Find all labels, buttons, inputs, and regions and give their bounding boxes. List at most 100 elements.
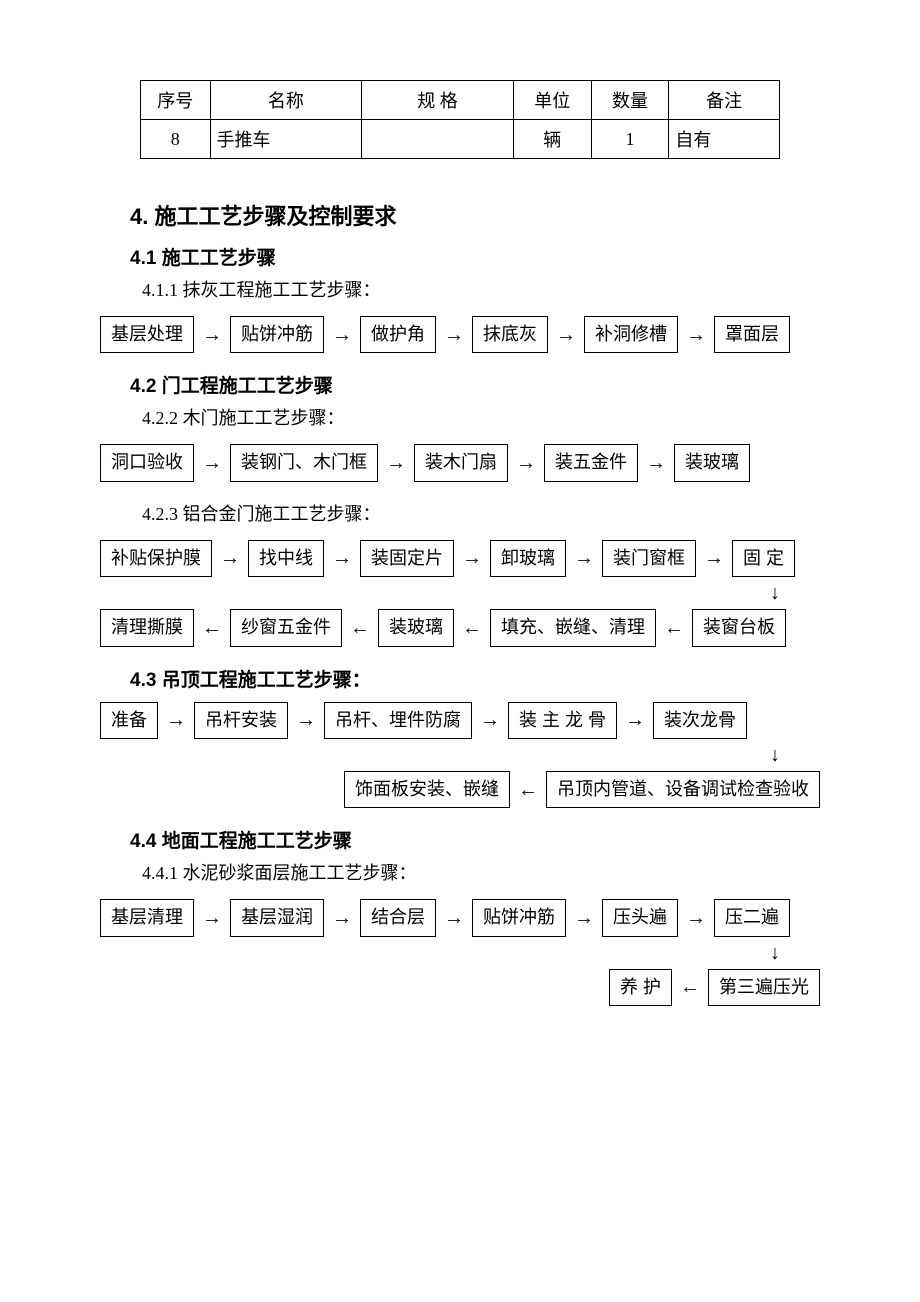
flow-box: 固 定 xyxy=(732,540,795,577)
flow-row: 补贴保护膜 → 找中线 → 装固定片 → 卸玻璃 → 装门窗框 → 固 定 xyxy=(100,540,820,577)
flow-box: 装 主 龙 骨 xyxy=(508,702,617,739)
arrow-right-icon: → xyxy=(684,325,708,345)
subsub-4-4-1: 4.4.1 水泥砂浆面层施工工艺步骤： xyxy=(142,859,820,885)
flow-box: 找中线 xyxy=(248,540,324,577)
flow-box: 贴饼冲筋 xyxy=(472,899,566,936)
flow-down-connector: ↓ xyxy=(100,581,820,605)
arrow-right-icon: → xyxy=(200,453,224,473)
flow-row: 基层处理 → 贴饼冲筋 → 做护角 → 抹底灰 → 补洞修槽 → 罩面层 xyxy=(100,316,820,353)
arrow-right-icon: → xyxy=(384,453,408,473)
arrow-left-icon: ← xyxy=(460,618,484,638)
flow-row: 饰面板安装、嵌缝 ← 吊顶内管道、设备调试检查验收 xyxy=(100,771,820,808)
flow-box: 吊顶内管道、设备调试检查验收 xyxy=(546,771,820,808)
flow-row: 养 护 ← 第三遍压光 xyxy=(100,969,820,1006)
flow-box: 装门窗框 xyxy=(602,540,696,577)
flow-4-2-2: 洞口验收 → 装钢门、木门框 → 装木门扇 → 装五金件 → 装玻璃 xyxy=(100,444,820,481)
arrow-right-icon: → xyxy=(442,908,466,928)
col-note: 备注 xyxy=(669,81,780,120)
cell-seq: 8 xyxy=(141,120,211,159)
flow-box: 卸玻璃 xyxy=(490,540,566,577)
arrow-left-icon: ← xyxy=(678,977,702,997)
flow-row: 准备 → 吊杆安装 → 吊杆、埋件防腐 → 装 主 龙 骨 → 装次龙骨 xyxy=(100,702,820,739)
flow-box: 抹底灰 xyxy=(472,316,548,353)
flow-box: 装钢门、木门框 xyxy=(230,444,378,481)
cell-spec xyxy=(362,120,514,159)
arrow-left-icon: ← xyxy=(662,618,686,638)
subsection-4-1: 4.1 施工工艺步骤 xyxy=(130,243,820,270)
cell-note: 自有 xyxy=(669,120,780,159)
equipment-table: 序号 名称 规 格 单位 数量 备注 8 手推车 辆 1 自有 xyxy=(140,80,780,159)
subsub-4-2-3: 4.2.3 铝合金门施工工艺步骤： xyxy=(142,500,820,526)
flow-box: 压二遍 xyxy=(714,899,790,936)
subsection-4-2: 4.2 门工程施工工艺步骤 xyxy=(130,371,820,398)
flow-box: 纱窗五金件 xyxy=(230,609,342,646)
arrow-left-icon: ← xyxy=(348,618,372,638)
col-seq: 序号 xyxy=(141,81,211,120)
flow-box: 基层湿润 xyxy=(230,899,324,936)
flow-box: 装五金件 xyxy=(544,444,638,481)
flow-box: 装固定片 xyxy=(360,540,454,577)
arrow-down-icon: ↓ xyxy=(770,581,780,605)
flow-row: 清理撕膜 ← 纱窗五金件 ← 装玻璃 ← 填充、嵌缝、清理 ← 装窗台板 xyxy=(100,609,820,646)
flow-box: 装窗台板 xyxy=(692,609,786,646)
flow-row: 洞口验收 → 装钢门、木门框 → 装木门扇 → 装五金件 → 装玻璃 xyxy=(100,444,820,481)
flow-box: 装玻璃 xyxy=(378,609,454,646)
cell-name: 手推车 xyxy=(210,120,362,159)
arrow-right-icon: → xyxy=(623,710,647,730)
arrow-right-icon: → xyxy=(442,325,466,345)
arrow-right-icon: → xyxy=(514,453,538,473)
flow-box: 吊杆、埋件防腐 xyxy=(324,702,472,739)
arrow-right-icon: → xyxy=(164,710,188,730)
section-4-title: 4. 施工工艺步骤及控制要求 xyxy=(130,199,820,231)
arrow-left-icon: ← xyxy=(200,618,224,638)
arrow-down-icon: ↓ xyxy=(770,941,780,965)
flow-box: 清理撕膜 xyxy=(100,609,194,646)
col-unit: 单位 xyxy=(513,81,591,120)
flow-box: 结合层 xyxy=(360,899,436,936)
flow-box: 填充、嵌缝、清理 xyxy=(490,609,656,646)
flow-box: 吊杆安装 xyxy=(194,702,288,739)
flow-box: 做护角 xyxy=(360,316,436,353)
table-row: 8 手推车 辆 1 自有 xyxy=(141,120,780,159)
flow-4-4-1: 基层清理 → 基层湿润 → 结合层 → 贴饼冲筋 → 压头遍 → 压二遍 ↓ 养… xyxy=(100,899,820,1006)
flow-box: 养 护 xyxy=(609,969,672,1006)
arrow-right-icon: → xyxy=(200,908,224,928)
arrow-right-icon: → xyxy=(702,548,726,568)
col-qty: 数量 xyxy=(591,81,669,120)
arrow-left-icon: ← xyxy=(516,780,540,800)
flow-box: 罩面层 xyxy=(714,316,790,353)
arrow-right-icon: → xyxy=(460,548,484,568)
col-spec: 规 格 xyxy=(362,81,514,120)
subsection-4-3: 4.3 吊顶工程施工工艺步骤： xyxy=(130,665,820,692)
arrow-right-icon: → xyxy=(572,548,596,568)
flow-down-connector: ↓ xyxy=(100,941,820,965)
col-name: 名称 xyxy=(210,81,362,120)
subsub-4-1-1: 4.1.1 抹灰工程施工工艺步骤： xyxy=(142,276,820,302)
flow-box: 装玻璃 xyxy=(674,444,750,481)
arrow-right-icon: → xyxy=(294,710,318,730)
flow-box: 补贴保护膜 xyxy=(100,540,212,577)
flow-4-3: 准备 → 吊杆安装 → 吊杆、埋件防腐 → 装 主 龙 骨 → 装次龙骨 ↓ 饰… xyxy=(100,702,820,809)
arrow-down-icon: ↓ xyxy=(770,743,780,767)
arrow-right-icon: → xyxy=(478,710,502,730)
arrow-right-icon: → xyxy=(200,325,224,345)
flow-box: 装次龙骨 xyxy=(653,702,747,739)
flow-box: 装木门扇 xyxy=(414,444,508,481)
flow-box: 第三遍压光 xyxy=(708,969,820,1006)
cell-unit: 辆 xyxy=(513,120,591,159)
flow-box: 贴饼冲筋 xyxy=(230,316,324,353)
cell-qty: 1 xyxy=(591,120,669,159)
flow-down-connector: ↓ xyxy=(100,743,820,767)
arrow-right-icon: → xyxy=(644,453,668,473)
flow-4-1-1: 基层处理 → 贴饼冲筋 → 做护角 → 抹底灰 → 补洞修槽 → 罩面层 xyxy=(100,316,820,353)
flow-box: 基层清理 xyxy=(100,899,194,936)
flow-box: 基层处理 xyxy=(100,316,194,353)
arrow-right-icon: → xyxy=(218,548,242,568)
flow-box: 洞口验收 xyxy=(100,444,194,481)
flow-4-2-3: 补贴保护膜 → 找中线 → 装固定片 → 卸玻璃 → 装门窗框 → 固 定 ↓ … xyxy=(100,540,820,647)
flow-box: 准备 xyxy=(100,702,158,739)
arrow-right-icon: → xyxy=(330,325,354,345)
arrow-right-icon: → xyxy=(554,325,578,345)
flow-box: 压头遍 xyxy=(602,899,678,936)
flow-box: 饰面板安装、嵌缝 xyxy=(344,771,510,808)
